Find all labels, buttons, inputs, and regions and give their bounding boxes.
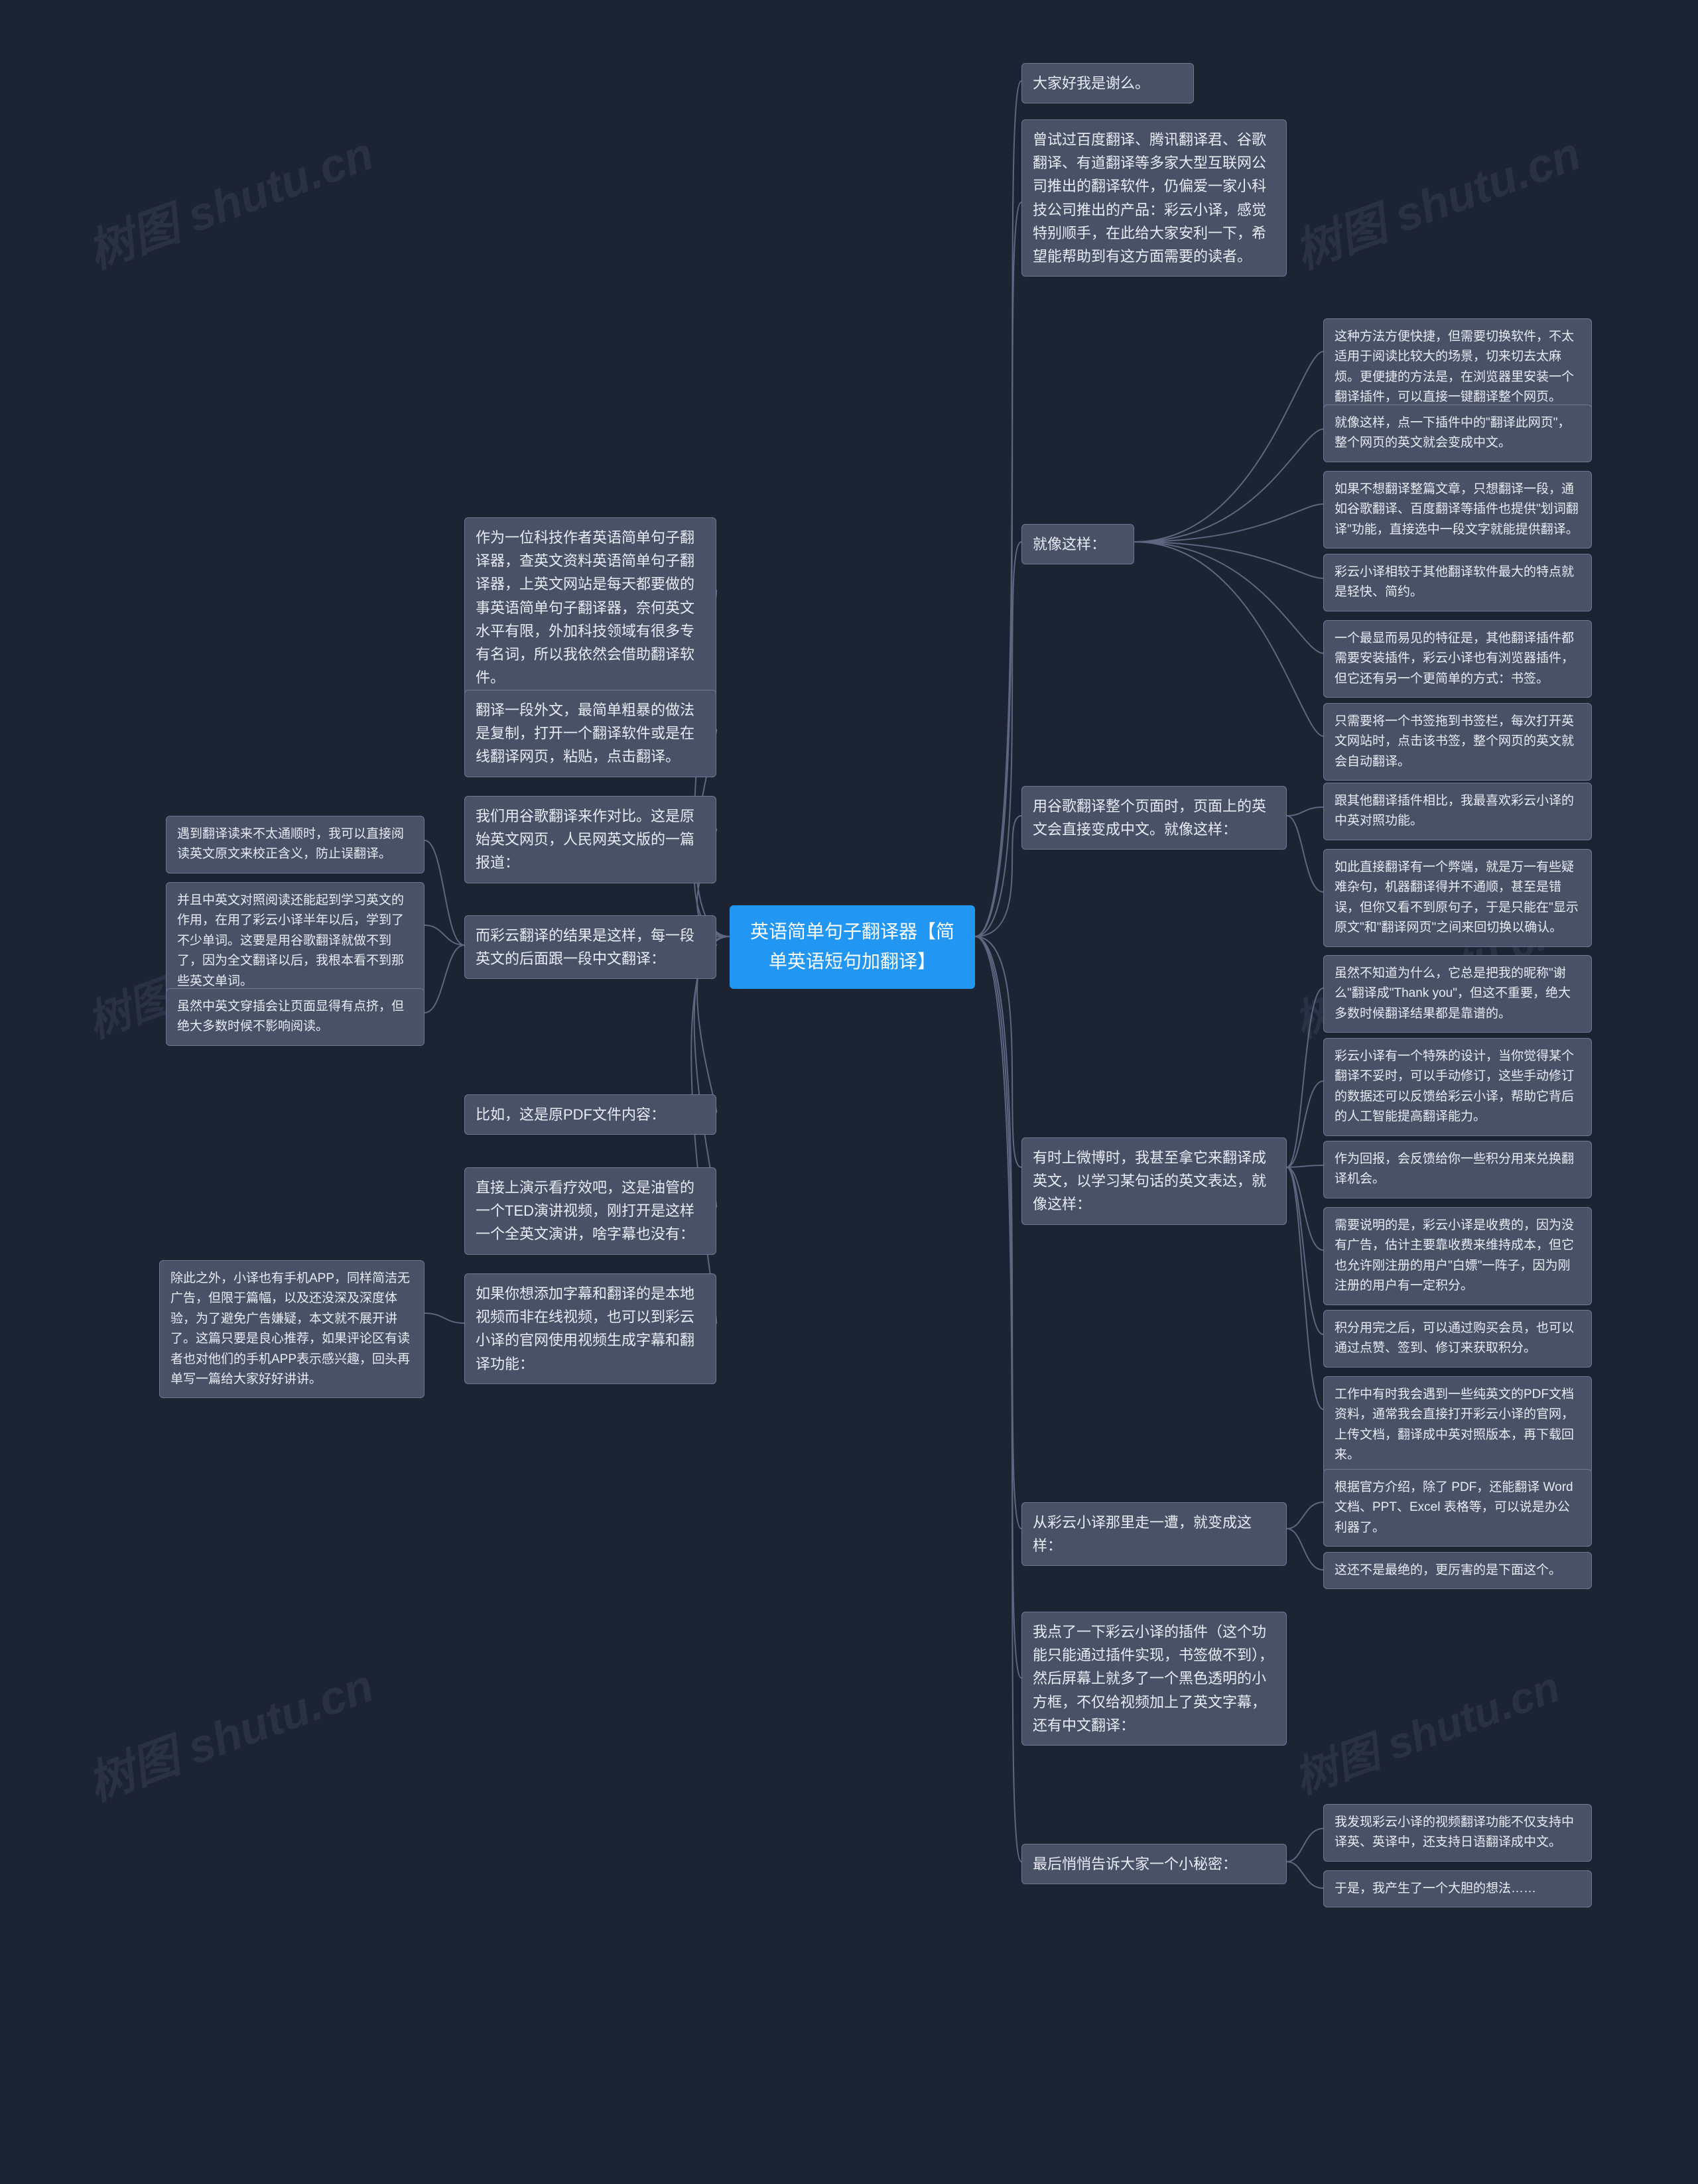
node-left[interactable]: 我们用谷歌翻译来作对比。这是原始英文网页，人民网英文版的一篇报道：: [464, 796, 716, 883]
node-left[interactable]: 如果你想添加字幕和翻译的是本地视频而非在线视频，也可以到彩云小译的官网使用视频生…: [464, 1273, 716, 1384]
node-right-child[interactable]: 就像这样，点一下插件中的"翻译此网页"，整个网页的英文就会变成中文。: [1323, 405, 1592, 462]
node-right[interactable]: 用谷歌翻译整个页面时，页面上的英文会直接变成中文。就像这样：: [1021, 786, 1287, 850]
node-right[interactable]: 有时上微博时，我甚至拿它来翻译成英文，以学习某句话的英文表达，就像这样：: [1021, 1137, 1287, 1225]
node-right[interactable]: 曾试过百度翻译、腾讯翻译君、谷歌翻译、有道翻译等多家大型互联网公司推出的翻译软件…: [1021, 119, 1287, 277]
node-left-child[interactable]: 除此之外，小译也有手机APP，同样简洁无广告，但限于篇幅，以及还没深及深度体验，…: [159, 1260, 424, 1398]
node-right-child[interactable]: 于是，我产生了一个大胆的想法……: [1323, 1870, 1592, 1907]
node-right-child[interactable]: 我发现彩云小译的视频翻译功能不仅支持中译英、英译中，还支持日语翻译成中文。: [1323, 1804, 1592, 1862]
node-right-child[interactable]: 彩云小译相较于其他翻译软件最大的特点就是轻快、简约。: [1323, 554, 1592, 611]
node-right-child[interactable]: 需要说明的是，彩云小译是收费的，因为没有广告，估计主要靠收费来维持成本，但它也允…: [1323, 1207, 1592, 1305]
watermark: 树图 shutu.cn: [77, 117, 381, 282]
node-left-child[interactable]: 虽然中英文穿插会让页面显得有点挤，但绝大多数时候不影响阅读。: [166, 988, 424, 1046]
node-right-child[interactable]: 这种方法方便快捷，但需要切换软件，不太适用于阅读比较大的场景，切来切去太麻烦。更…: [1323, 318, 1592, 417]
node-right-child[interactable]: 工作中有时我会遇到一些纯英文的PDF文档资料，通常我会直接打开彩云小译的官网，上…: [1323, 1376, 1592, 1474]
node-right-child[interactable]: 如果不想翻译整篇文章，只想翻译一段，通如谷歌翻译、百度翻译等插件也提供"划词翻译…: [1323, 471, 1592, 548]
mindmap-canvas: 树图 shutu.cn 树图 shutu.cn 树图 shutu.cn 树图 s…: [0, 0, 1698, 2184]
node-right[interactable]: 大家好我是谢么。: [1021, 63, 1194, 103]
watermark: 树图 shutu.cn: [1284, 117, 1588, 282]
watermark: 树图 shutu.cn: [77, 1649, 381, 1814]
node-right-child[interactable]: 虽然不知道为什么，它总是把我的昵称"谢么"翻译成"Thank you"，但这不重…: [1323, 955, 1592, 1033]
node-right-child[interactable]: 彩云小译有一个特殊的设计，当你觉得某个翻译不妥时，可以手动修订，这些手动修订的数…: [1323, 1038, 1592, 1136]
node-right-child[interactable]: 一个最显而易见的特征是，其他翻译插件都需要安装插件，彩云小译也有浏览器插件，但它…: [1323, 620, 1592, 698]
node-left[interactable]: 翻译一段外文，最简单粗暴的做法是复制，打开一个翻译软件或是在线翻译网页，粘贴，点…: [464, 690, 716, 777]
node-left[interactable]: 直接上演示看疗效吧，这是油管的一个TED演讲视频，刚打开是这样一个全英文演讲，啥…: [464, 1167, 716, 1255]
node-right-child[interactable]: 根据官方介绍，除了 PDF，还能翻译 Word 文档、PPT、Excel 表格等…: [1323, 1469, 1592, 1547]
node-right-child[interactable]: 作为回报，会反馈给你一些积分用来兑换翻译机会。: [1323, 1141, 1592, 1198]
watermark: 树图 shutu.cn: [1285, 1652, 1567, 1806]
node-right[interactable]: 最后悄悄告诉大家一个小秘密：: [1021, 1844, 1287, 1884]
node-right-child[interactable]: 积分用完之后，可以通过购买会员，也可以通过点赞、签到、修订来获取积分。: [1323, 1310, 1592, 1368]
node-right-child[interactable]: 只需要将一个书签拖到书签栏，每次打开英文网站时，点击该书签，整个网页的英文就会自…: [1323, 703, 1592, 781]
node-left[interactable]: 作为一位科技作者英语简单句子翻译器，查英文资料英语简单句子翻译器，上英文网站是每…: [464, 517, 716, 698]
node-right[interactable]: 从彩云小译那里走一遭，就变成这样：: [1021, 1502, 1287, 1566]
node-right-child[interactable]: 这还不是最绝的，更厉害的是下面这个。: [1323, 1552, 1592, 1589]
node-right-child[interactable]: 跟其他翻译插件相比，我最喜欢彩云小译的中英对照功能。: [1323, 783, 1592, 840]
node-left-child[interactable]: 并且中英文对照阅读还能起到学习英文的作用，在用了彩云小译半年以后，学到了不少单词…: [166, 882, 424, 1000]
node-right[interactable]: 就像这样：: [1021, 524, 1134, 564]
node-left[interactable]: 而彩云翻译的结果是这样，每一段英文的后面跟一段中文翻译：: [464, 915, 716, 979]
center-node[interactable]: 英语简单句子翻译器【简单英语短句加翻译】: [730, 905, 975, 989]
node-left-child[interactable]: 遇到翻译读来不太通顺时，我可以直接阅读英文原文来校正含义，防止误翻译。: [166, 816, 424, 873]
node-left[interactable]: 比如，这是原PDF文件内容：: [464, 1094, 716, 1135]
node-right[interactable]: 我点了一下彩云小译的插件（这个功能只能通过插件实现，书签做不到），然后屏幕上就多…: [1021, 1612, 1287, 1746]
node-right-child[interactable]: 如此直接翻译有一个弊端，就是万一有些疑难杂句，机器翻译得并不通顺，甚至是错误，但…: [1323, 849, 1592, 947]
